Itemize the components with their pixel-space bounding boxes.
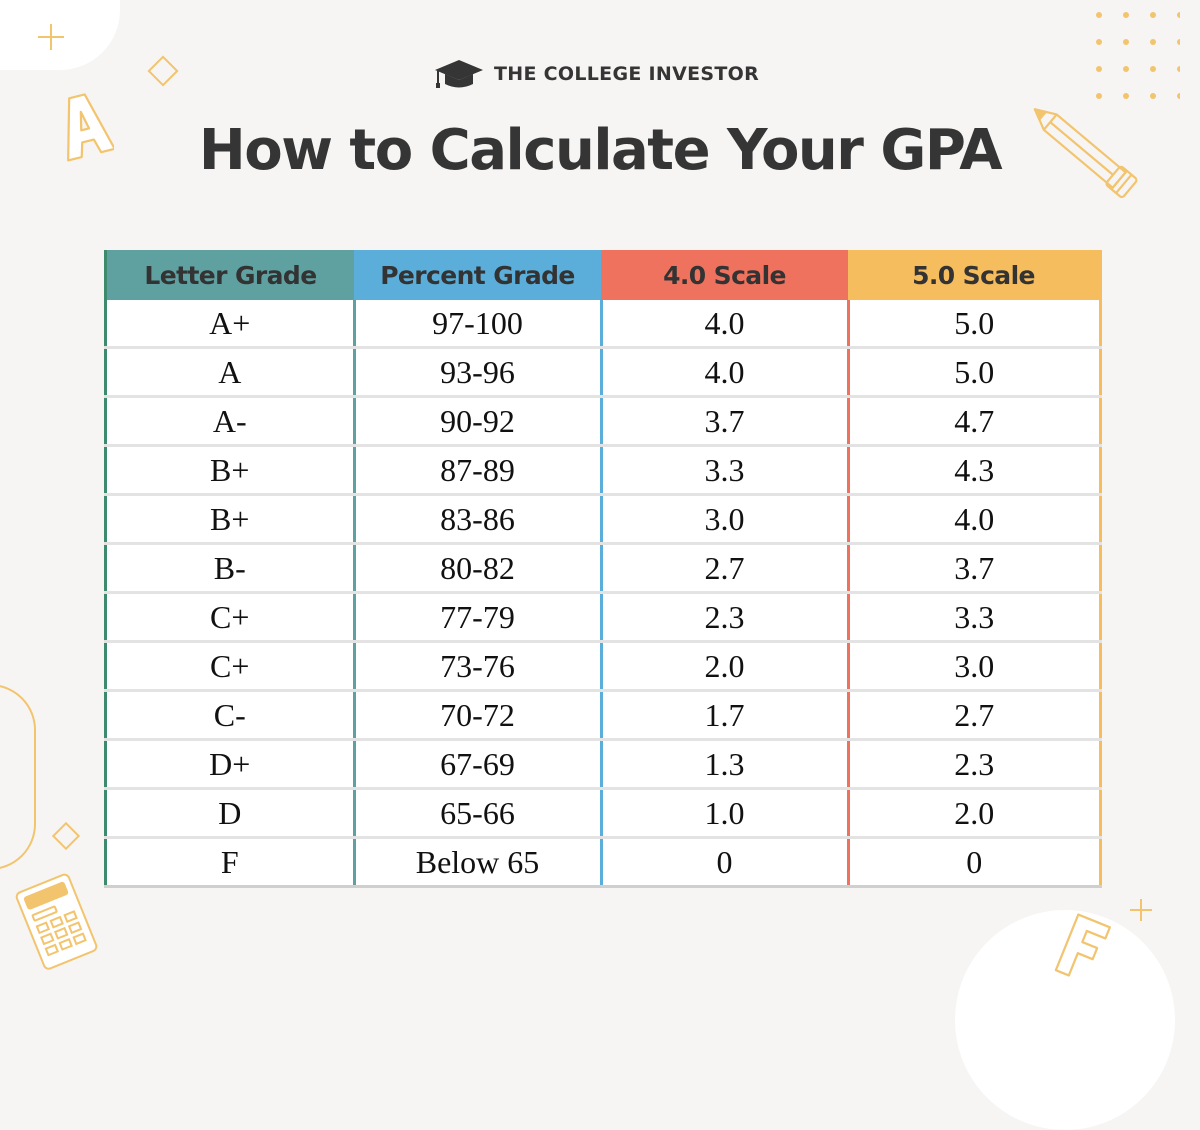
diamond-icon: [147, 55, 179, 87]
cell-letter-grade: A+: [104, 300, 356, 349]
cell-4-scale: 4.0: [601, 300, 850, 349]
header-4-scale: 4.0 Scale: [601, 250, 848, 300]
diamond-icon: [51, 821, 81, 851]
cell-5-scale: 0: [848, 837, 1102, 885]
cell-percent-grade: 97-100: [354, 300, 603, 349]
cell-letter-grade: C+: [104, 641, 356, 692]
cell-letter-grade: F: [104, 837, 356, 885]
table-row: A- 90-92 3.7 4.7: [104, 396, 1102, 447]
dot-grid-icon: [1096, 12, 1180, 99]
cell-percent-grade: 93-96: [354, 347, 603, 398]
cell-5-scale: 2.0: [848, 788, 1102, 839]
header-5-scale: 5.0 Scale: [848, 250, 1102, 300]
cell-letter-grade: B+: [104, 494, 356, 545]
letter-a-icon: [67, 93, 114, 162]
cell-letter-grade: C+: [104, 592, 356, 643]
pencil-icon: [1033, 108, 1138, 199]
brand-name: THE COLLEGE INVESTOR: [494, 63, 760, 85]
cell-4-scale: 4.0: [601, 347, 850, 398]
table-row: B- 80-82 2.7 3.7: [104, 543, 1102, 594]
cell-4-scale: 1.3: [601, 739, 850, 790]
cell-4-scale: 3.0: [601, 494, 850, 545]
table-row: B+ 87-89 3.3 4.3: [104, 445, 1102, 496]
cell-percent-grade: 87-89: [354, 445, 603, 496]
cell-4-scale: 3.7: [601, 396, 850, 447]
cell-5-scale: 5.0: [848, 300, 1102, 349]
cell-percent-grade: 83-86: [354, 494, 603, 545]
plus-icon: [1130, 899, 1152, 921]
page-title: How to Calculate Your GPA: [198, 118, 1003, 183]
cell-letter-grade: D: [104, 788, 356, 839]
cell-percent-grade: 77-79: [354, 592, 603, 643]
cell-percent-grade: 70-72: [354, 690, 603, 741]
cell-letter-grade: C-: [104, 690, 356, 741]
cell-4-scale: 1.0: [601, 788, 850, 839]
brand-logo: THE COLLEGE INVESTOR: [434, 58, 759, 90]
table-row: A+ 97-100 4.0 5.0: [104, 300, 1102, 349]
cell-5-scale: 5.0: [848, 347, 1102, 398]
table-row: C+ 73-76 2.0 3.0: [104, 641, 1102, 692]
gpa-conversion-table: Letter Grade Percent Grade 4.0 Scale 5.0…: [104, 250, 1102, 885]
cell-5-scale: 4.7: [848, 396, 1102, 447]
cell-4-scale: 3.3: [601, 445, 850, 496]
cell-letter-grade: A-: [104, 396, 356, 447]
cell-percent-grade: 80-82: [354, 543, 603, 594]
cell-letter-grade: B-: [104, 543, 356, 594]
header-letter-grade: Letter Grade: [104, 250, 354, 300]
cell-5-scale: 3.7: [848, 543, 1102, 594]
table-header-row: Letter Grade Percent Grade 4.0 Scale 5.0…: [104, 250, 1102, 300]
calculator-icon: [15, 873, 98, 970]
cell-percent-grade: Below 65: [354, 837, 603, 885]
cell-letter-grade: B+: [104, 445, 356, 496]
cell-percent-grade: 73-76: [354, 641, 603, 692]
cell-5-scale: 2.7: [848, 690, 1102, 741]
cell-5-scale: 2.3: [848, 739, 1102, 790]
cell-4-scale: 0: [601, 837, 850, 885]
cell-4-scale: 1.7: [601, 690, 850, 741]
cell-4-scale: 2.0: [601, 641, 850, 692]
cell-5-scale: 4.3: [848, 445, 1102, 496]
table-row: C+ 77-79 2.3 3.3: [104, 592, 1102, 643]
cell-4-scale: 2.3: [601, 592, 850, 643]
table-row: B+ 83-86 3.0 4.0: [104, 494, 1102, 545]
cell-letter-grade: D+: [104, 739, 356, 790]
graduation-cap-icon: [435, 60, 483, 88]
plus-icon: [38, 24, 64, 50]
table-row: D+ 67-69 1.3 2.3: [104, 739, 1102, 790]
decorative-pill-outline: [0, 684, 36, 870]
table-row: C- 70-72 1.7 2.7: [104, 690, 1102, 741]
cell-5-scale: 4.0: [848, 494, 1102, 545]
cell-5-scale: 3.0: [848, 641, 1102, 692]
letter-f-icon: [1054, 913, 1111, 977]
table-row: D 65-66 1.0 2.0: [104, 788, 1102, 839]
header-percent-grade: Percent Grade: [354, 250, 601, 300]
cell-percent-grade: 67-69: [354, 739, 603, 790]
cell-percent-grade: 90-92: [354, 396, 603, 447]
table-row: A 93-96 4.0 5.0: [104, 347, 1102, 398]
cell-4-scale: 2.7: [601, 543, 850, 594]
table-row: F Below 65 0 0: [104, 837, 1102, 885]
cell-percent-grade: 65-66: [354, 788, 603, 839]
cell-letter-grade: A: [104, 347, 356, 398]
cell-5-scale: 3.3: [848, 592, 1102, 643]
